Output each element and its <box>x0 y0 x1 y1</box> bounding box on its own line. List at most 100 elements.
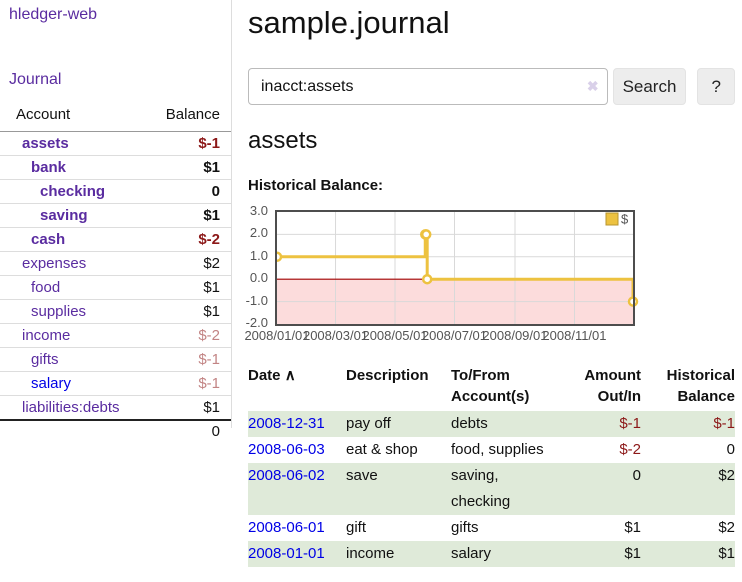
cell-amount: 0 <box>632 467 641 484</box>
account-balance: $2 <box>149 251 231 276</box>
transaction-date-link[interactable]: 2008-06-01 <box>248 519 325 536</box>
register-col-accounts: To/From Account(s) <box>451 367 530 405</box>
register-header-row: Date ∧ Description To/From Account(s) Am… <box>248 361 735 411</box>
transaction-date-link[interactable]: 2008-06-03 <box>248 441 325 458</box>
y-axis-tick-label: 0.0 <box>249 270 268 286</box>
account-link[interactable]: cash <box>31 231 66 248</box>
page-title: sample.journal <box>248 5 450 40</box>
account-row: liabilities:debts $1 <box>0 395 231 420</box>
cell-balance: $2 <box>718 467 735 484</box>
cell-amount: $-1 <box>619 415 641 432</box>
date-header-label: Date <box>248 367 281 384</box>
account-link[interactable]: gifts <box>31 351 59 368</box>
cell-balance: 0 <box>726 441 735 458</box>
account-row: salary $-1 <box>0 371 231 396</box>
account-balance: $-1 <box>149 347 231 372</box>
account-balance: $1 <box>149 203 231 228</box>
account-balance: $1 <box>149 395 231 420</box>
transaction-date-link[interactable]: 2008-01-01 <box>248 545 325 562</box>
x-axis-tick-label: 2008/11/01 <box>542 328 607 343</box>
transaction-row: 2008-01-01 income salary $1 $1 <box>248 541 735 567</box>
account-balance: $-2 <box>149 227 231 252</box>
cell-accounts: food, supplies <box>451 441 544 458</box>
account-link[interactable]: bank <box>31 159 67 176</box>
accounts-col-balance: Balance <box>149 103 231 132</box>
account-row: assets $-1 <box>0 132 231 156</box>
search-form: ✖ Search ? <box>248 68 735 105</box>
register-col-balance: Historical Balance <box>666 367 735 405</box>
cell-amount: $1 <box>624 519 641 536</box>
account-link[interactable]: salary <box>31 375 72 392</box>
cell-description: income <box>346 545 395 562</box>
account-link[interactable]: income <box>22 327 71 344</box>
search-button[interactable]: Search <box>612 68 687 105</box>
x-axis-tick-label: 2008/05/01 <box>362 328 428 343</box>
cell-date: 2008-06-03 <box>248 437 346 463</box>
cell-description: gift <box>346 519 367 536</box>
account-heading: assets <box>248 127 318 154</box>
sidebar: hledger-web Journal Account Balance asse… <box>0 0 232 442</box>
cell-balance: $2 <box>718 519 735 536</box>
cell-balance: $-1 <box>713 415 735 432</box>
search-input[interactable] <box>248 68 608 105</box>
account-link[interactable]: checking <box>40 183 106 200</box>
account-row: saving $1 <box>0 203 231 228</box>
transaction-row: 2008-12-31 pay off debts $-1 $-1 <box>248 411 735 437</box>
cell-description: pay off <box>346 415 391 432</box>
account-row: gifts $-1 <box>0 347 231 372</box>
account-link[interactable]: liabilities:debts <box>22 399 120 416</box>
account-balance: 0 <box>149 179 231 204</box>
sort-ascending-icon: ∧ <box>284 367 296 384</box>
accounts-total-value: 0 <box>0 419 231 442</box>
x-axis-tick-label: 2008/01/01 <box>244 328 310 343</box>
account-row: expenses $2 <box>0 251 231 276</box>
cell-date: 2008-01-01 <box>248 541 346 567</box>
chart-canvas: $ <box>275 210 639 326</box>
chart-title: Historical Balance: <box>248 177 384 194</box>
y-axis-tick-label: -2.0 <box>245 315 268 330</box>
register-col-amount: Amount Out/In <box>584 367 641 405</box>
app-title-link[interactable]: hledger-web <box>9 6 98 23</box>
transaction-row: 2008-06-03 eat & shop food, supplies $-2 0 <box>248 437 735 463</box>
account-balance: $1 <box>149 299 231 324</box>
cell-accounts: gifts <box>451 519 479 536</box>
legend-swatch <box>605 212 619 226</box>
account-link[interactable]: food <box>31 279 61 296</box>
account-balance: $-1 <box>198 135 220 152</box>
account-balance: $-2 <box>149 323 231 348</box>
accounts-col-account: Account <box>0 103 150 132</box>
cell-accounts: saving, checking <box>451 467 511 510</box>
account-link[interactable]: saving <box>40 207 88 224</box>
legend-label: $ <box>621 212 629 227</box>
cell-description: eat & shop <box>346 441 418 458</box>
cell-date: 2008-06-02 <box>248 463 346 515</box>
accounts-header-row: Account Balance <box>0 103 231 132</box>
cell-date: 2008-06-01 <box>248 515 346 541</box>
account-link[interactable]: assets <box>22 135 69 152</box>
y-axis-tick-label: 1.0 <box>249 247 268 263</box>
account-row: supplies $1 <box>0 299 231 324</box>
account-balance: $1 <box>149 155 231 180</box>
transaction-row: 2008-06-02 save saving, checking 0 $2 <box>248 463 735 515</box>
x-axis-tick-label: 2008/03/01 <box>302 328 369 343</box>
transaction-date-link[interactable]: 2008-06-02 <box>248 467 325 484</box>
help-button[interactable]: ? <box>697 68 735 105</box>
y-axis-tick-label: 2.0 <box>249 225 268 241</box>
sidebar-item-journal[interactable]: Journal <box>9 71 62 88</box>
cell-amount: $1 <box>624 545 641 562</box>
y-axis-tick-label: -1.0 <box>245 292 268 308</box>
transaction-date-link[interactable]: 2008-12-31 <box>248 415 325 432</box>
balance-chart[interactable]: $3.0 2.0 1.0 0.0 -1.0 -2.0 2008/01/01 2008/03/0… <box>244 203 735 347</box>
clear-search-icon[interactable]: ✖ <box>586 78 599 94</box>
register-col-description: Description <box>346 367 429 384</box>
account-row: bank $1 <box>0 155 231 180</box>
main-content: sample.journal ✖ Search ? assets Histori… <box>244 0 735 567</box>
register-table: Date ∧ Description To/From Account(s) Am… <box>248 361 735 567</box>
register-col-date[interactable]: Date ∧ <box>248 361 346 411</box>
x-axis-tick-label: 2008/07/01 <box>421 328 488 343</box>
account-row: income $-2 <box>0 323 231 348</box>
cell-date: 2008-12-31 <box>248 411 346 437</box>
account-balance: $1 <box>149 275 231 300</box>
account-link[interactable]: expenses <box>22 255 87 272</box>
account-link[interactable]: supplies <box>31 303 87 320</box>
